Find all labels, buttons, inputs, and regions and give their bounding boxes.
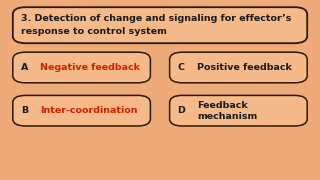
Text: D: D bbox=[178, 106, 186, 115]
Text: Inter-coordination: Inter-coordination bbox=[40, 106, 138, 115]
FancyBboxPatch shape bbox=[170, 95, 307, 126]
Text: Positive feedback: Positive feedback bbox=[197, 63, 292, 72]
FancyBboxPatch shape bbox=[13, 52, 150, 83]
Text: A: A bbox=[21, 63, 28, 72]
FancyBboxPatch shape bbox=[13, 7, 307, 43]
Text: B: B bbox=[21, 106, 28, 115]
Text: C: C bbox=[178, 63, 185, 72]
Text: Negative feedback: Negative feedback bbox=[40, 63, 140, 72]
FancyBboxPatch shape bbox=[170, 52, 307, 83]
Text: Feedback
mechanism: Feedback mechanism bbox=[197, 101, 257, 121]
Text: 3. Detection of change and signaling for effector’s
response to control system: 3. Detection of change and signaling for… bbox=[21, 14, 291, 36]
FancyBboxPatch shape bbox=[13, 95, 150, 126]
